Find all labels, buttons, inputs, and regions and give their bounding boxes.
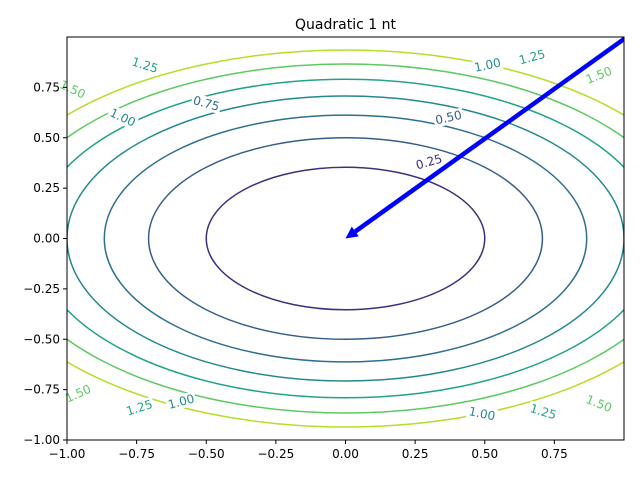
y-tick-label: −1.00: [23, 433, 60, 447]
contour-label-mask: [122, 396, 156, 419]
contour-label-mask: [56, 76, 90, 103]
contour-label-mask: [582, 391, 616, 416]
y-tick-label: 0.75: [33, 80, 60, 94]
contour-line: [147, 137, 544, 340]
x-tick-label: −1.00: [49, 447, 86, 461]
y-tick-label: 0.50: [33, 131, 60, 145]
contour-label-mask: [61, 381, 95, 407]
contour-label-mask: [106, 104, 140, 131]
contour-label-mask: [412, 151, 446, 173]
contour-label: 1.00: [467, 404, 496, 423]
contour-line: [103, 114, 588, 363]
y-tick-label: −0.50: [23, 332, 60, 346]
contour-label-mask: [164, 391, 198, 413]
contour-label-mask: [471, 55, 504, 76]
x-tick-label: 0.00: [332, 447, 359, 461]
contour-label-mask: [465, 403, 499, 424]
x-tick-label: −0.75: [118, 447, 155, 461]
x-tick-label: 0.75: [541, 447, 568, 461]
x-axis: −1.00 −0.75 −0.50 −0.25 0.00 0.25 0.50 0.75: [49, 440, 568, 461]
contour-line: [205, 166, 486, 311]
contour-label-mask: [515, 46, 549, 68]
chart-title: Quadratic 1 nt: [295, 17, 396, 33]
contour-label: 0.75: [192, 93, 221, 113]
contour-label: 1.00: [166, 392, 195, 412]
contour-label-mask: [582, 63, 616, 88]
y-axis: −1.00 −0.75 −0.50 −0.25 0.00 0.25 0.50 0.75: [23, 80, 67, 447]
y-tick-label: 0.25: [33, 181, 60, 195]
contour-line: [67, 78, 624, 399]
y-tick-label: −0.25: [23, 282, 60, 296]
contour-label-mask: [432, 107, 465, 128]
arrow-head: [345, 226, 359, 239]
contour-line: [67, 95, 624, 382]
arrow-shaft: [353, 37, 624, 234]
contour-label-mask: [526, 400, 560, 423]
gradient-arrow-layer: [345, 37, 624, 239]
x-tick-label: −0.50: [188, 447, 225, 461]
x-tick-label: 0.50: [471, 447, 498, 461]
x-tick-label: −0.25: [257, 447, 294, 461]
contour-label: 1.25: [517, 47, 546, 67]
contour-line: [67, 49, 624, 428]
y-tick-label: 0.00: [33, 232, 60, 246]
contour-label-mask: [189, 92, 223, 115]
contour-label-mask: [128, 54, 162, 77]
contour-label: 0.50: [434, 108, 463, 127]
contour-lines: [67, 49, 624, 428]
contour-label: 1.00: [473, 56, 502, 75]
contour-line: [67, 63, 624, 414]
y-tick-label: −0.75: [23, 383, 60, 397]
x-tick-label: 0.25: [402, 447, 429, 461]
